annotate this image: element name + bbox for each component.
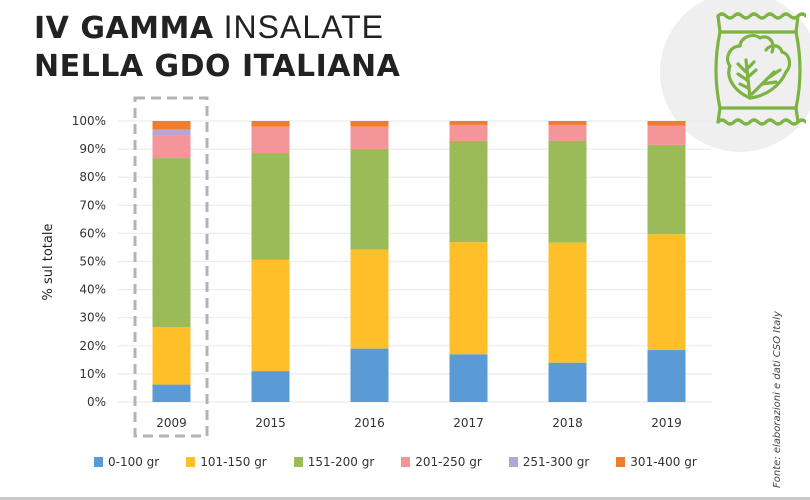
bar-segment-2017-101-150gr (449, 242, 488, 355)
legend-swatch (94, 457, 103, 467)
legend-label: 251-300 gr (522, 455, 590, 469)
bar-segment-2015-101-150gr (251, 259, 290, 372)
x-tick-label: 2017 (453, 416, 484, 430)
title-bold: IV GAMMA (34, 11, 214, 46)
bar-segment-2018-101-150gr (548, 242, 587, 363)
bar-segment-2009-101-150gr (152, 326, 191, 385)
bar-segment-2009-201-250gr (152, 135, 191, 159)
x-tick-label: 2009 (156, 416, 187, 430)
y-tick-label: 0% (87, 395, 106, 409)
bar-segment-2015-301-400gr (251, 121, 290, 127)
legend-swatch (186, 457, 196, 467)
y-tick-label: 20% (79, 339, 106, 353)
bar-segment-2015-0-100gr (251, 371, 290, 402)
x-tick-label: 2016 (354, 416, 385, 430)
legend-swatch (616, 457, 626, 467)
y-tick-label: 60% (79, 226, 106, 240)
bar-segment-2017-301-400gr (449, 121, 488, 125)
bar-segment-2017-151-200gr (449, 140, 488, 243)
bar-segment-2016-151-200gr (350, 148, 389, 250)
bar-segment-2018-301-400gr (548, 121, 587, 125)
bar-segment-2009-0-100gr (152, 384, 191, 402)
legend-item: 0-100 gr (94, 455, 159, 469)
bar-segment-2015-151-200gr (251, 153, 290, 260)
bar-segment-2009-151-200gr (152, 158, 191, 327)
salad-bag-icon (714, 12, 806, 126)
bar-segment-2017-0-100gr (449, 354, 488, 402)
legend-label: 151-200 gr (307, 455, 375, 469)
bar-segment-2019-0-100gr (647, 350, 686, 402)
bar-segment-2016-101-150gr (350, 249, 389, 349)
legend-swatch (293, 457, 303, 467)
gridlines (118, 120, 712, 403)
legend-item: 201-250 gr (401, 455, 482, 469)
y-tick-label: 30% (79, 311, 106, 325)
bar-segment-2017-201-250gr (449, 124, 488, 141)
legend-item: 301-400 gr (616, 455, 697, 469)
source-note: Fonte: elaborazioni e dati CSO Italy (772, 311, 783, 488)
highlight-box-2009 (133, 96, 209, 438)
legend-label: 301-400 gr (630, 455, 697, 469)
title-light: INSALATE (223, 9, 384, 45)
y-axis-label: % sul totale (41, 224, 56, 301)
x-tick-label: 2015 (255, 416, 286, 430)
x-tick-labels: 2009 2015 2016 2017 2018 2019 (156, 416, 682, 430)
bars (152, 121, 686, 402)
title-line-2: NELLA GDO ITALIANA (34, 49, 401, 84)
legend-item: 251-300 gr (508, 455, 590, 469)
bar-segment-2016-0-100gr (350, 348, 389, 402)
bar-segment-2015-201-250gr (251, 126, 290, 154)
x-tick-label: 2019 (651, 416, 682, 430)
bar-segment-2018-201-250gr (548, 124, 587, 141)
bar-segment-2009-251-300gr (152, 129, 191, 136)
y-tick-label: 50% (79, 255, 106, 269)
bar-segment-2018-151-200gr (548, 140, 587, 243)
y-tick-labels: 0% 10% 20% 30% 40% 50% 60% 70% 80% 90% 100% (72, 114, 106, 409)
legend-item: 151-200 gr (293, 455, 375, 469)
bar-segment-2019-151-200gr (647, 144, 686, 235)
bar-segment-2016-201-250gr (350, 126, 389, 149)
bar-segment-2016-301-400gr (350, 121, 389, 127)
bar-segment-2018-0-100gr (548, 362, 587, 402)
legend-swatch (508, 457, 518, 467)
legend-label: 201-250 gr (415, 455, 482, 469)
legend: 0-100 gr 101-150 gr 151-200 gr 201-250 gr 25… (94, 455, 724, 469)
y-tick-label: 70% (79, 198, 106, 212)
bar-segment-2009-301-400gr (152, 121, 191, 130)
page-title: IV GAMMA INSALATE NELLA GDO ITALIANA (34, 8, 400, 86)
y-tick-label: 40% (79, 283, 106, 297)
legend-label: 101-150 gr (200, 455, 267, 469)
y-tick-label: 90% (79, 142, 106, 156)
legend-item: 101-150 gr (186, 455, 267, 469)
y-tick-label: 80% (79, 170, 106, 184)
legend-label: 0-100 gr (108, 455, 160, 469)
x-tick-label: 2018 (552, 416, 583, 430)
y-tick-label: 10% (79, 367, 106, 381)
bar-segment-2019-101-150gr (647, 234, 686, 351)
bar-segment-2019-301-400gr (647, 121, 686, 126)
bottom-divider (0, 497, 810, 500)
y-tick-label: 100% (72, 114, 106, 128)
bar-segment-2019-201-250gr (647, 125, 686, 145)
legend-swatch (401, 457, 411, 467)
